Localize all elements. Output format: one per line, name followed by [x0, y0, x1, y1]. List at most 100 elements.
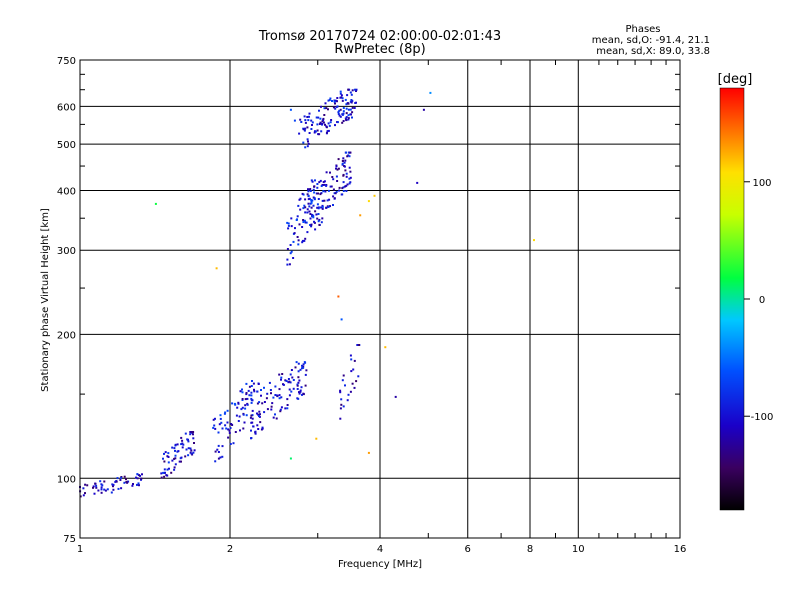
data-point	[312, 214, 315, 217]
data-point	[309, 224, 312, 226]
data-point	[166, 474, 169, 477]
plot-frame	[79, 59, 681, 539]
data-point	[126, 481, 129, 484]
data-point	[302, 363, 305, 366]
data-point	[340, 94, 343, 97]
data-point	[312, 188, 315, 191]
data-point	[317, 192, 319, 195]
data-point	[176, 450, 179, 453]
data-point	[350, 370, 353, 373]
data-point	[349, 113, 352, 116]
outlier-point	[289, 108, 292, 111]
data-point	[357, 375, 360, 378]
data-point	[348, 166, 351, 169]
data-point	[256, 390, 259, 393]
outlier-point	[337, 295, 340, 298]
data-point	[95, 486, 98, 489]
data-point	[250, 391, 253, 394]
data-point	[212, 426, 215, 429]
data-point	[250, 397, 253, 400]
data-point	[281, 373, 284, 375]
data-point	[228, 429, 231, 432]
data-point	[214, 417, 216, 420]
data-point	[245, 393, 248, 396]
colorbar-tick-label: -100	[751, 412, 774, 423]
data-point	[141, 473, 143, 476]
data-point	[168, 467, 170, 470]
data-point	[347, 102, 350, 105]
data-point	[284, 407, 287, 410]
data-point	[329, 185, 332, 188]
data-point	[274, 394, 277, 396]
data-point	[221, 427, 224, 430]
outlier-point	[422, 108, 425, 111]
data-point	[306, 208, 309, 211]
data-point	[174, 449, 176, 452]
data-point	[314, 179, 316, 182]
data-point	[301, 364, 303, 367]
data-point	[136, 483, 138, 486]
data-point	[319, 193, 322, 196]
data-point	[314, 210, 317, 213]
data-point	[346, 183, 349, 186]
data-point	[301, 192, 304, 195]
data-point	[320, 185, 323, 187]
data-point	[224, 411, 227, 414]
data-point	[287, 227, 290, 230]
data-point	[180, 460, 182, 463]
data-point	[325, 125, 328, 128]
data-point	[176, 443, 179, 446]
data-point	[316, 203, 319, 206]
data-point	[336, 168, 339, 171]
data-point	[348, 182, 351, 185]
data-point	[216, 448, 219, 451]
data-point	[237, 420, 240, 422]
data-point	[326, 199, 329, 202]
data-point	[186, 438, 189, 441]
data-point	[240, 408, 243, 411]
data-point	[173, 457, 176, 460]
data-point	[325, 107, 328, 110]
data-point	[324, 102, 327, 105]
y-tick-label: 750	[57, 56, 76, 67]
data-point	[303, 204, 306, 207]
data-point	[94, 482, 97, 485]
y-tick-label: 100	[57, 474, 76, 485]
data-point	[289, 381, 292, 384]
data-point	[189, 433, 192, 436]
data-point	[327, 206, 330, 208]
data-point	[286, 407, 289, 410]
data-point	[246, 403, 249, 406]
data-point	[344, 169, 347, 172]
data-point	[347, 88, 350, 91]
data-point	[282, 383, 285, 386]
data-point	[304, 121, 307, 124]
data-point	[308, 115, 310, 118]
data-point	[299, 389, 302, 392]
data-point	[163, 460, 166, 463]
data-point	[286, 248, 289, 250]
data-point	[302, 207, 305, 210]
data-point	[304, 206, 307, 209]
data-point	[299, 208, 302, 211]
x-tick-label: 2	[227, 544, 233, 555]
data-point	[292, 257, 295, 259]
data-point	[353, 359, 356, 362]
outlier-point	[293, 119, 296, 122]
data-point	[347, 393, 350, 396]
data-point	[110, 491, 113, 494]
data-point	[351, 382, 354, 385]
data-point	[349, 390, 352, 393]
data-point	[308, 205, 311, 208]
data-point	[344, 117, 347, 120]
data-point	[351, 89, 354, 92]
data-point	[299, 390, 302, 393]
data-point	[309, 190, 312, 192]
x-tick-label: 16	[674, 544, 687, 555]
data-point	[338, 114, 341, 117]
data-point	[306, 145, 309, 148]
data-point	[310, 179, 313, 182]
data-point	[185, 448, 188, 451]
data-point	[290, 225, 293, 228]
